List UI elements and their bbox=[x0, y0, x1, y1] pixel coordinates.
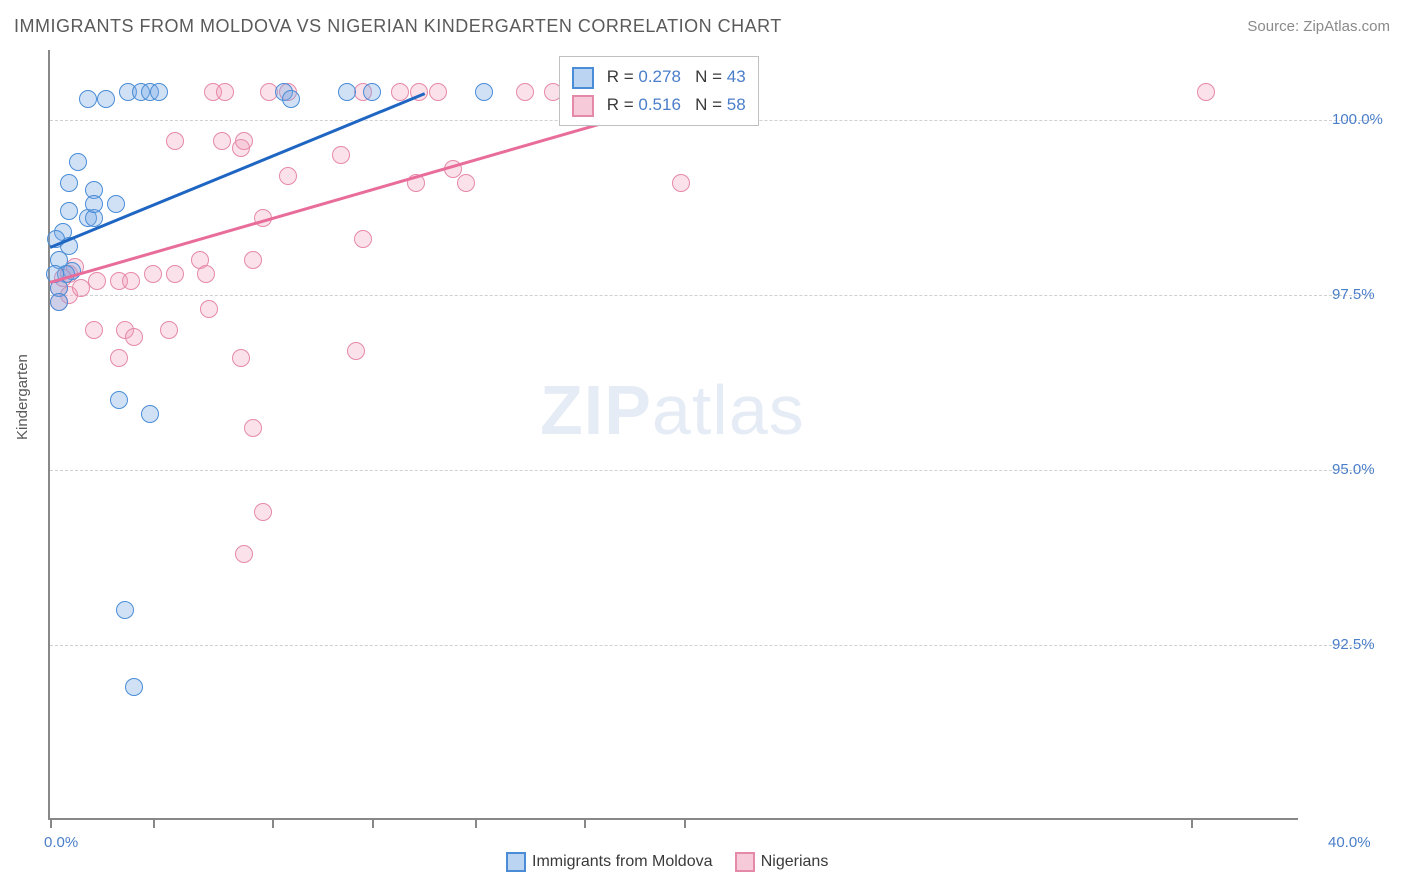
legend-correlation: R = 0.278 N = 43 R = 0.516 N = 58 bbox=[559, 56, 759, 126]
legend-r-value: 0.278 bbox=[638, 67, 681, 86]
scatter-point bbox=[235, 545, 253, 563]
scatter-point bbox=[97, 90, 115, 108]
scatter-point bbox=[354, 230, 372, 248]
legend-n-value: 43 bbox=[727, 67, 746, 86]
legend-series-label: Immigrants from Moldova bbox=[532, 853, 713, 870]
chart-title: IMMIGRANTS FROM MOLDOVA VS NIGERIAN KIND… bbox=[14, 16, 782, 37]
legend-row: R = 0.278 N = 43 bbox=[572, 63, 746, 91]
legend-row: R = 0.516 N = 58 bbox=[572, 91, 746, 119]
gridline-h bbox=[50, 645, 1372, 646]
scatter-point bbox=[79, 90, 97, 108]
scatter-point bbox=[1197, 83, 1215, 101]
scatter-point bbox=[475, 83, 493, 101]
x-tick-mark bbox=[584, 818, 586, 828]
x-tick-mark bbox=[153, 818, 155, 828]
scatter-point bbox=[200, 300, 218, 318]
scatter-point bbox=[125, 328, 143, 346]
scatter-point bbox=[347, 342, 365, 360]
scatter-point bbox=[338, 83, 356, 101]
scatter-point bbox=[244, 419, 262, 437]
watermark-atlas: atlas bbox=[652, 371, 805, 449]
gridline-h bbox=[50, 295, 1372, 296]
legend-r-value: 0.516 bbox=[638, 95, 681, 114]
scatter-point bbox=[235, 132, 253, 150]
scatter-point bbox=[144, 265, 162, 283]
gridline-h bbox=[50, 470, 1372, 471]
x-tick-mark bbox=[272, 818, 274, 828]
legend-swatch bbox=[735, 852, 755, 872]
source-prefix: Source: bbox=[1247, 18, 1303, 35]
y-tick-label: 100.0% bbox=[1332, 111, 1383, 128]
y-axis-label: Kindergarten bbox=[14, 354, 31, 440]
scatter-point bbox=[166, 132, 184, 150]
regression-line bbox=[50, 92, 426, 248]
legend-swatch bbox=[572, 95, 594, 117]
y-tick-label: 92.5% bbox=[1332, 636, 1375, 653]
legend-n-value: 58 bbox=[727, 95, 746, 114]
scatter-point bbox=[429, 83, 447, 101]
source-label: Source: ZipAtlas.com bbox=[1247, 18, 1390, 35]
scatter-point bbox=[254, 503, 272, 521]
scatter-point bbox=[88, 272, 106, 290]
watermark-zip: ZIP bbox=[540, 371, 652, 449]
legend-swatch bbox=[572, 67, 594, 89]
x-tick-mark bbox=[1191, 818, 1193, 828]
scatter-point bbox=[672, 174, 690, 192]
scatter-point bbox=[107, 195, 125, 213]
plot-area: ZIPatlas bbox=[48, 50, 1298, 820]
x-tick-mark bbox=[372, 818, 374, 828]
x-tick-mark bbox=[50, 818, 52, 828]
scatter-point bbox=[150, 83, 168, 101]
scatter-point bbox=[110, 349, 128, 367]
scatter-point bbox=[85, 195, 103, 213]
scatter-point bbox=[216, 83, 234, 101]
legend-series-label: Nigerians bbox=[761, 853, 829, 870]
scatter-point bbox=[363, 83, 381, 101]
scatter-point bbox=[282, 90, 300, 108]
scatter-point bbox=[516, 83, 534, 101]
scatter-point bbox=[213, 132, 231, 150]
x-tick-mark bbox=[684, 818, 686, 828]
scatter-point bbox=[50, 293, 68, 311]
scatter-point bbox=[60, 202, 78, 220]
scatter-point bbox=[122, 272, 140, 290]
legend-swatch bbox=[506, 852, 526, 872]
chart-container: IMMIGRANTS FROM MOLDOVA VS NIGERIAN KIND… bbox=[0, 0, 1406, 892]
scatter-point bbox=[69, 153, 87, 171]
x-label-right: 40.0% bbox=[1328, 834, 1371, 851]
scatter-point bbox=[160, 321, 178, 339]
scatter-point bbox=[110, 391, 128, 409]
x-tick-mark bbox=[475, 818, 477, 828]
scatter-point bbox=[332, 146, 350, 164]
watermark: ZIPatlas bbox=[540, 370, 805, 450]
scatter-point bbox=[125, 678, 143, 696]
scatter-point bbox=[141, 405, 159, 423]
y-tick-label: 97.5% bbox=[1332, 286, 1375, 303]
scatter-point bbox=[279, 167, 297, 185]
scatter-point bbox=[116, 601, 134, 619]
scatter-point bbox=[457, 174, 475, 192]
x-label-left: 0.0% bbox=[44, 834, 78, 851]
scatter-point bbox=[197, 265, 215, 283]
scatter-point bbox=[244, 251, 262, 269]
scatter-point bbox=[166, 265, 184, 283]
legend-series: Immigrants from Moldova Nigerians bbox=[506, 852, 828, 872]
source-name: ZipAtlas.com bbox=[1303, 18, 1390, 35]
scatter-point bbox=[85, 321, 103, 339]
scatter-point bbox=[60, 174, 78, 192]
scatter-point bbox=[232, 349, 250, 367]
y-tick-label: 95.0% bbox=[1332, 461, 1375, 478]
